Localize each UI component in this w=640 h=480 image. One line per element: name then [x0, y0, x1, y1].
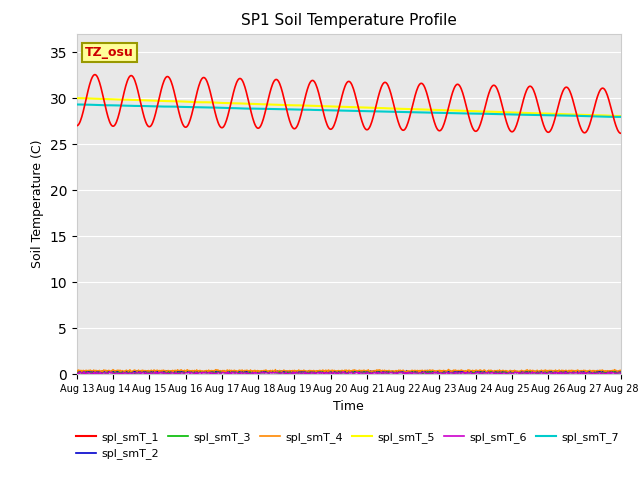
- Legend: spl_smT_1, spl_smT_2, spl_smT_3, spl_smT_4, spl_smT_5, spl_smT_6, spl_smT_7: spl_smT_1, spl_smT_2, spl_smT_3, spl_smT…: [72, 428, 623, 464]
- spl_smT_4: [137, 368, 145, 374]
- spl_smT_6: [617, 371, 625, 376]
- spl_smT_4: [617, 368, 625, 373]
- spl_smT_2: [491, 370, 499, 376]
- Line: spl_smT_1: spl_smT_1: [77, 75, 621, 133]
- spl_smT_5: [75, 95, 83, 101]
- spl_smT_2: [617, 369, 625, 374]
- spl_smT_5: [264, 102, 272, 108]
- spl_smT_1: [406, 115, 413, 120]
- spl_smT_1: [92, 72, 99, 78]
- spl_smT_6: [106, 369, 113, 374]
- spl_smT_1: [264, 96, 272, 102]
- spl_smT_3: [264, 370, 271, 375]
- spl_smT_5: [138, 97, 145, 103]
- spl_smT_6: [138, 370, 145, 376]
- spl_smT_2: [284, 369, 292, 375]
- spl_smT_6: [264, 370, 272, 376]
- Line: spl_smT_7: spl_smT_7: [77, 105, 621, 117]
- spl_smT_2: [423, 368, 431, 373]
- spl_smT_4: [284, 368, 292, 374]
- spl_smT_3: [276, 369, 284, 374]
- spl_smT_6: [436, 370, 444, 376]
- spl_smT_7: [137, 103, 145, 109]
- spl_smT_3: [554, 371, 561, 376]
- spl_smT_7: [405, 109, 413, 115]
- spl_smT_7: [73, 102, 81, 108]
- spl_smT_1: [138, 103, 145, 109]
- Line: spl_smT_4: spl_smT_4: [77, 370, 621, 372]
- spl_smT_4: [436, 369, 444, 374]
- spl_smT_4: [73, 369, 81, 374]
- spl_smT_4: [445, 367, 452, 372]
- spl_smT_5: [237, 101, 245, 107]
- spl_smT_7: [615, 114, 623, 120]
- spl_smT_5: [285, 102, 292, 108]
- spl_smT_3: [285, 370, 292, 375]
- spl_smT_1: [73, 123, 81, 129]
- spl_smT_4: [264, 368, 271, 374]
- Text: TZ_osu: TZ_osu: [85, 46, 134, 59]
- spl_smT_5: [406, 106, 413, 112]
- Line: spl_smT_3: spl_smT_3: [77, 372, 621, 373]
- Title: SP1 Soil Temperature Profile: SP1 Soil Temperature Profile: [241, 13, 457, 28]
- spl_smT_2: [264, 369, 271, 374]
- spl_smT_3: [73, 369, 81, 375]
- spl_smT_4: [415, 369, 422, 375]
- spl_smT_1: [617, 131, 625, 136]
- spl_smT_1: [285, 115, 292, 121]
- spl_smT_6: [237, 370, 245, 376]
- spl_smT_2: [436, 370, 444, 375]
- Line: spl_smT_2: spl_smT_2: [77, 371, 621, 373]
- spl_smT_4: [405, 368, 413, 373]
- spl_smT_7: [264, 106, 271, 112]
- spl_smT_6: [73, 371, 81, 377]
- spl_smT_7: [284, 107, 292, 112]
- spl_smT_6: [556, 372, 563, 377]
- spl_smT_5: [436, 107, 444, 113]
- spl_smT_6: [406, 370, 413, 376]
- spl_smT_7: [435, 110, 443, 116]
- spl_smT_2: [137, 369, 145, 375]
- spl_smT_3: [406, 370, 413, 375]
- spl_smT_2: [237, 369, 244, 375]
- X-axis label: Time: Time: [333, 400, 364, 413]
- spl_smT_3: [237, 370, 244, 375]
- Line: spl_smT_6: spl_smT_6: [77, 372, 621, 374]
- spl_smT_4: [237, 368, 244, 373]
- Y-axis label: Soil Temperature (C): Soil Temperature (C): [31, 140, 44, 268]
- spl_smT_7: [237, 106, 244, 111]
- spl_smT_3: [436, 370, 444, 375]
- spl_smT_5: [617, 113, 625, 119]
- spl_smT_2: [73, 368, 81, 374]
- spl_smT_5: [73, 96, 81, 101]
- spl_smT_3: [137, 370, 145, 376]
- spl_smT_2: [405, 370, 413, 375]
- spl_smT_1: [237, 76, 245, 82]
- spl_smT_3: [617, 370, 625, 376]
- spl_smT_1: [436, 128, 444, 133]
- spl_smT_6: [285, 370, 292, 376]
- Line: spl_smT_5: spl_smT_5: [77, 98, 621, 116]
- spl_smT_7: [617, 114, 625, 120]
